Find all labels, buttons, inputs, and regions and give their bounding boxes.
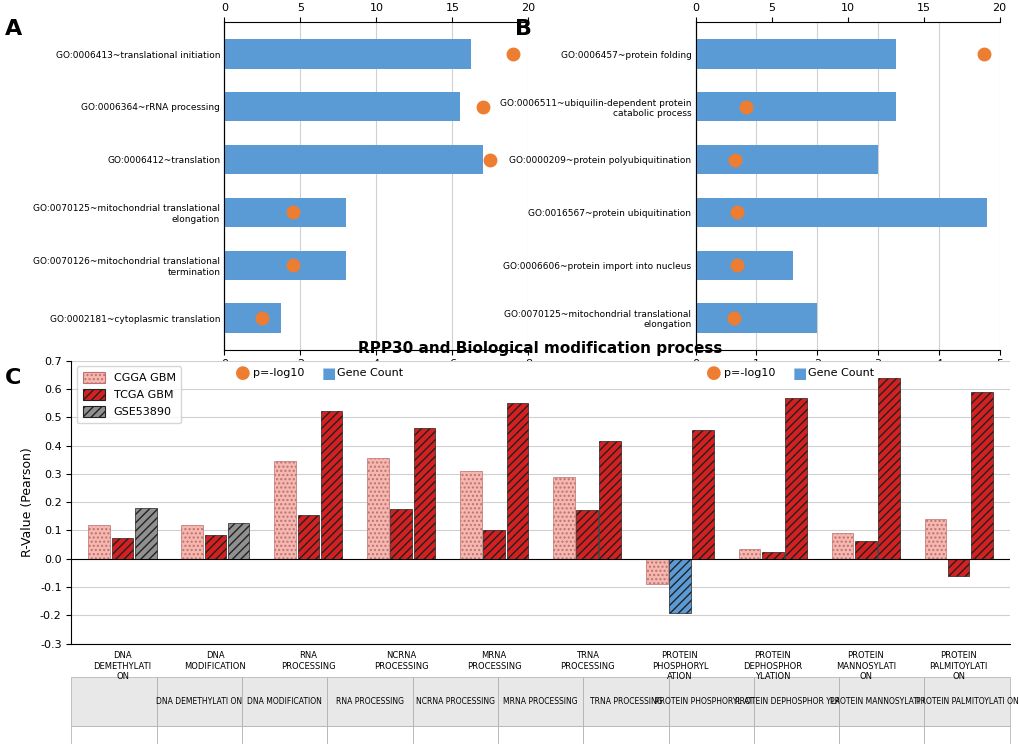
- Bar: [552, 477, 574, 559]
- Text: Gene Count: Gene Count: [807, 368, 873, 379]
- Bar: [227, 524, 250, 559]
- Bar: [576, 510, 597, 559]
- Text: ●: ●: [234, 365, 250, 382]
- Text: p=-log10: p=-log10: [253, 368, 304, 379]
- Y-axis label: R-Value (Pearson): R-Value (Pearson): [21, 447, 35, 557]
- Bar: [320, 411, 342, 559]
- Text: ■: ■: [321, 366, 335, 381]
- Bar: [924, 519, 946, 559]
- Bar: [390, 509, 412, 559]
- Bar: [460, 471, 481, 559]
- Bar: [738, 549, 760, 559]
- Bar: [970, 392, 991, 559]
- Bar: [695, 251, 792, 280]
- Bar: [274, 461, 296, 559]
- Bar: [692, 429, 713, 559]
- Bar: [695, 198, 986, 227]
- Bar: [695, 39, 896, 68]
- Text: B: B: [515, 19, 532, 39]
- Bar: [854, 542, 875, 559]
- Bar: [224, 198, 345, 227]
- Bar: [224, 145, 482, 174]
- Bar: [298, 515, 319, 559]
- Bar: [135, 508, 156, 559]
- Bar: [668, 559, 690, 613]
- Text: p=-log10: p=-log10: [723, 368, 774, 379]
- Bar: [599, 441, 621, 559]
- Text: A: A: [5, 19, 22, 39]
- Bar: [224, 92, 460, 121]
- Bar: [695, 145, 877, 174]
- Bar: [367, 458, 388, 559]
- Bar: [205, 535, 226, 559]
- Bar: [506, 403, 528, 559]
- Bar: [761, 552, 783, 559]
- Bar: [181, 525, 203, 559]
- Text: Gene Count: Gene Count: [336, 368, 403, 379]
- Legend: CGGA GBM, TCGA GBM, GSE53890: CGGA GBM, TCGA GBM, GSE53890: [76, 366, 181, 423]
- Bar: [695, 304, 816, 333]
- Text: ■: ■: [792, 366, 806, 381]
- Bar: [224, 304, 281, 333]
- Bar: [877, 377, 899, 559]
- Bar: [645, 559, 666, 583]
- Title: RPP30 and Biological modification process: RPP30 and Biological modification proces…: [358, 341, 722, 356]
- Bar: [830, 533, 853, 559]
- Bar: [112, 539, 133, 559]
- Bar: [89, 525, 110, 559]
- Bar: [224, 251, 345, 280]
- Bar: [483, 530, 504, 559]
- Bar: [785, 399, 806, 559]
- Text: C: C: [5, 368, 21, 388]
- Bar: [414, 428, 435, 559]
- Text: ●: ●: [705, 365, 720, 382]
- Bar: [695, 92, 896, 121]
- Bar: [224, 39, 471, 68]
- Bar: [947, 559, 968, 576]
